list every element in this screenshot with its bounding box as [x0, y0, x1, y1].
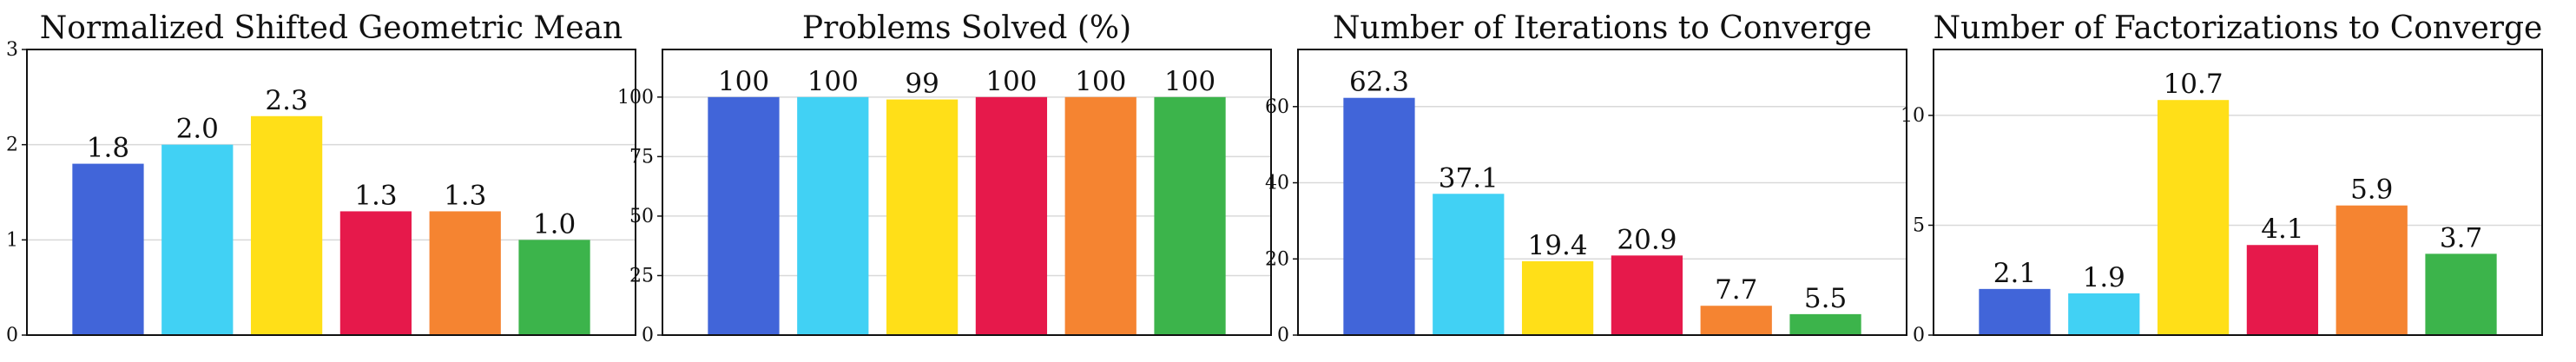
bar [797, 96, 869, 335]
panel-title: Problems Solved (%) [802, 10, 1131, 46]
y-tick-label: 3 [6, 39, 18, 61]
bar [1433, 194, 1505, 335]
y-tick-label: 0 [6, 325, 18, 346]
bar [72, 163, 144, 335]
bar-value-label: 100 [1075, 66, 1126, 97]
bar-value-label: 2.3 [265, 85, 307, 116]
bar-value-label: 2.1 [1993, 258, 2036, 289]
bar [708, 96, 780, 335]
panel-iterations-to-converge: Number of Iterations to Converge 62.3 37.… [1265, 10, 1907, 346]
bar [518, 240, 590, 335]
bar [250, 115, 323, 335]
y-tick-label: 100 [617, 87, 654, 109]
y-tick-label: 1 [6, 229, 18, 251]
y-tick-label: 10 [1901, 105, 1925, 127]
bar-value-label: 1.0 [533, 208, 576, 240]
panel-normalized-shifted-geometric-mean: Normalized Shifted Geometric Mean 1.8 2.0… [6, 10, 636, 346]
bar [2246, 245, 2319, 335]
y-tick-label: 0 [1913, 325, 1925, 346]
plot-frame [1933, 49, 2543, 336]
bar-value-label: 3.7 [2440, 222, 2482, 253]
bar-value-label: 100 [1164, 66, 1216, 97]
bar [1979, 288, 2051, 335]
bar-value-label: 19.4 [1528, 230, 1588, 261]
bar [339, 211, 412, 335]
panel-title: Number of Iterations to Converge [1333, 10, 1872, 46]
y-tick-label: 0 [642, 325, 654, 346]
bar-value-label: 5.5 [1804, 283, 1847, 314]
bar [2336, 205, 2408, 335]
bar-value-label: 99 [905, 69, 939, 100]
y-tick-label: 75 [629, 146, 654, 168]
bar [161, 144, 234, 335]
panel-problems-solved: Problems Solved (%) 100 100 99 100 100 100 0 25… [617, 10, 1272, 346]
bar [1521, 260, 1594, 335]
bar-value-label: 100 [985, 66, 1037, 97]
bar [1700, 306, 1772, 335]
panel-factorizations-to-converge: Number of Factorizations to Converge 2.1… [1901, 10, 2543, 346]
bar-value-label: 1.3 [354, 180, 397, 211]
bar-value-label: 4.1 [2261, 214, 2303, 245]
bar-value-label: 20.9 [1617, 224, 1677, 255]
bar [2425, 253, 2497, 335]
bar [975, 96, 1048, 335]
bar [2068, 293, 2140, 335]
bar [1611, 255, 1683, 335]
panel-title: Normalized Shifted Geometric Mean [40, 10, 623, 46]
y-tick-label: 5 [1913, 214, 1925, 236]
y-tick-label: 20 [1265, 248, 1289, 270]
bar-value-label: 1.8 [87, 133, 129, 164]
y-tick-label: 0 [1277, 325, 1289, 346]
bar [886, 99, 959, 335]
bar-value-label: 100 [807, 66, 859, 97]
plot-frame [1297, 49, 1907, 336]
bar [1343, 97, 1415, 335]
bar-value-label: 2.0 [176, 114, 219, 145]
bar-value-label: 37.1 [1439, 162, 1499, 194]
bar-value-label: 5.9 [2350, 174, 2393, 206]
y-tick-label: 50 [629, 206, 654, 227]
plot-frame [26, 49, 636, 336]
bar-value-label: 7.7 [1715, 274, 1757, 306]
bar [2157, 100, 2230, 335]
bar-value-label: 1.3 [444, 180, 486, 211]
panel-title: Number of Factorizations to Converge [1934, 10, 2543, 46]
bar-value-label: 10.7 [2164, 69, 2224, 100]
plot-frame [662, 49, 1272, 336]
y-tick-label: 2 [6, 135, 18, 156]
y-tick-label: 25 [629, 265, 654, 286]
bar [1789, 313, 1861, 335]
bar-value-label: 1.9 [2083, 262, 2125, 293]
bar [429, 211, 501, 335]
bar [1154, 96, 1226, 335]
bar-value-label: 100 [718, 66, 769, 97]
bar [1064, 96, 1136, 335]
y-tick-label: 60 [1265, 96, 1289, 118]
y-tick-label: 40 [1265, 173, 1289, 194]
bar-value-label: 62.3 [1349, 67, 1409, 98]
